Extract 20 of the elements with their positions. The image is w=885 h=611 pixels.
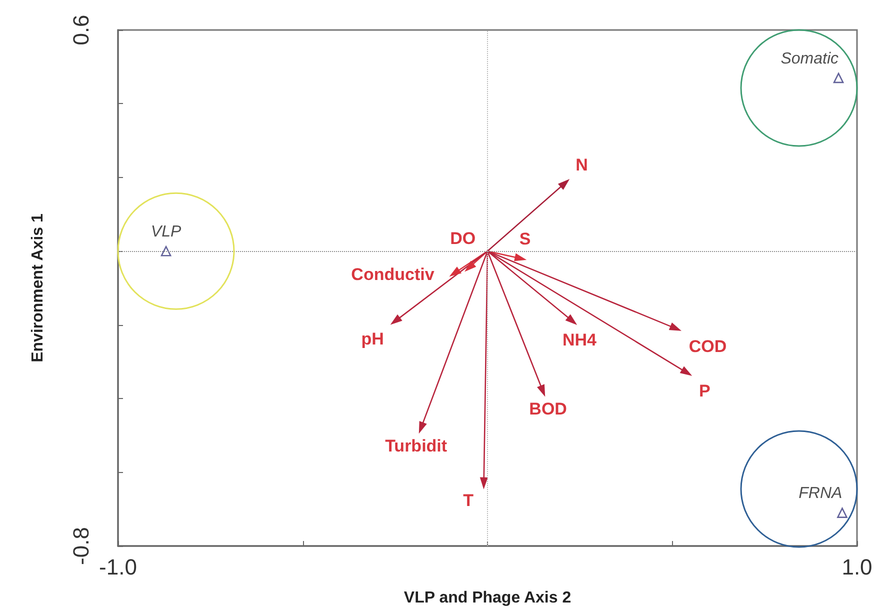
x-axis-title: VLP and Phage Axis 2	[404, 590, 572, 606]
x-tick-label: 1.0	[842, 554, 872, 580]
y-axis-title: Environment Axis 1	[30, 214, 46, 362]
annotation: Turbidit	[385, 436, 448, 456]
series-label: FRNA	[798, 485, 842, 502]
series-label: Somatic	[780, 50, 839, 68]
x-tick-label: -1.0	[99, 554, 137, 580]
annotation: N	[576, 155, 588, 174]
annotation: S	[519, 229, 531, 248]
annotation: P	[698, 381, 710, 400]
y-tick-label: -0.8	[68, 527, 94, 565]
annotation: COD	[688, 337, 727, 356]
annotation: BOD	[529, 400, 567, 419]
annotation: NH4	[562, 330, 598, 350]
annotation: Conductiv	[351, 265, 435, 284]
annotation: DO	[450, 228, 476, 248]
series-label: VLP	[150, 223, 182, 240]
annotation: T	[463, 491, 474, 510]
annotation: pH	[361, 330, 384, 349]
y-tick-label: 0.6	[68, 14, 94, 46]
